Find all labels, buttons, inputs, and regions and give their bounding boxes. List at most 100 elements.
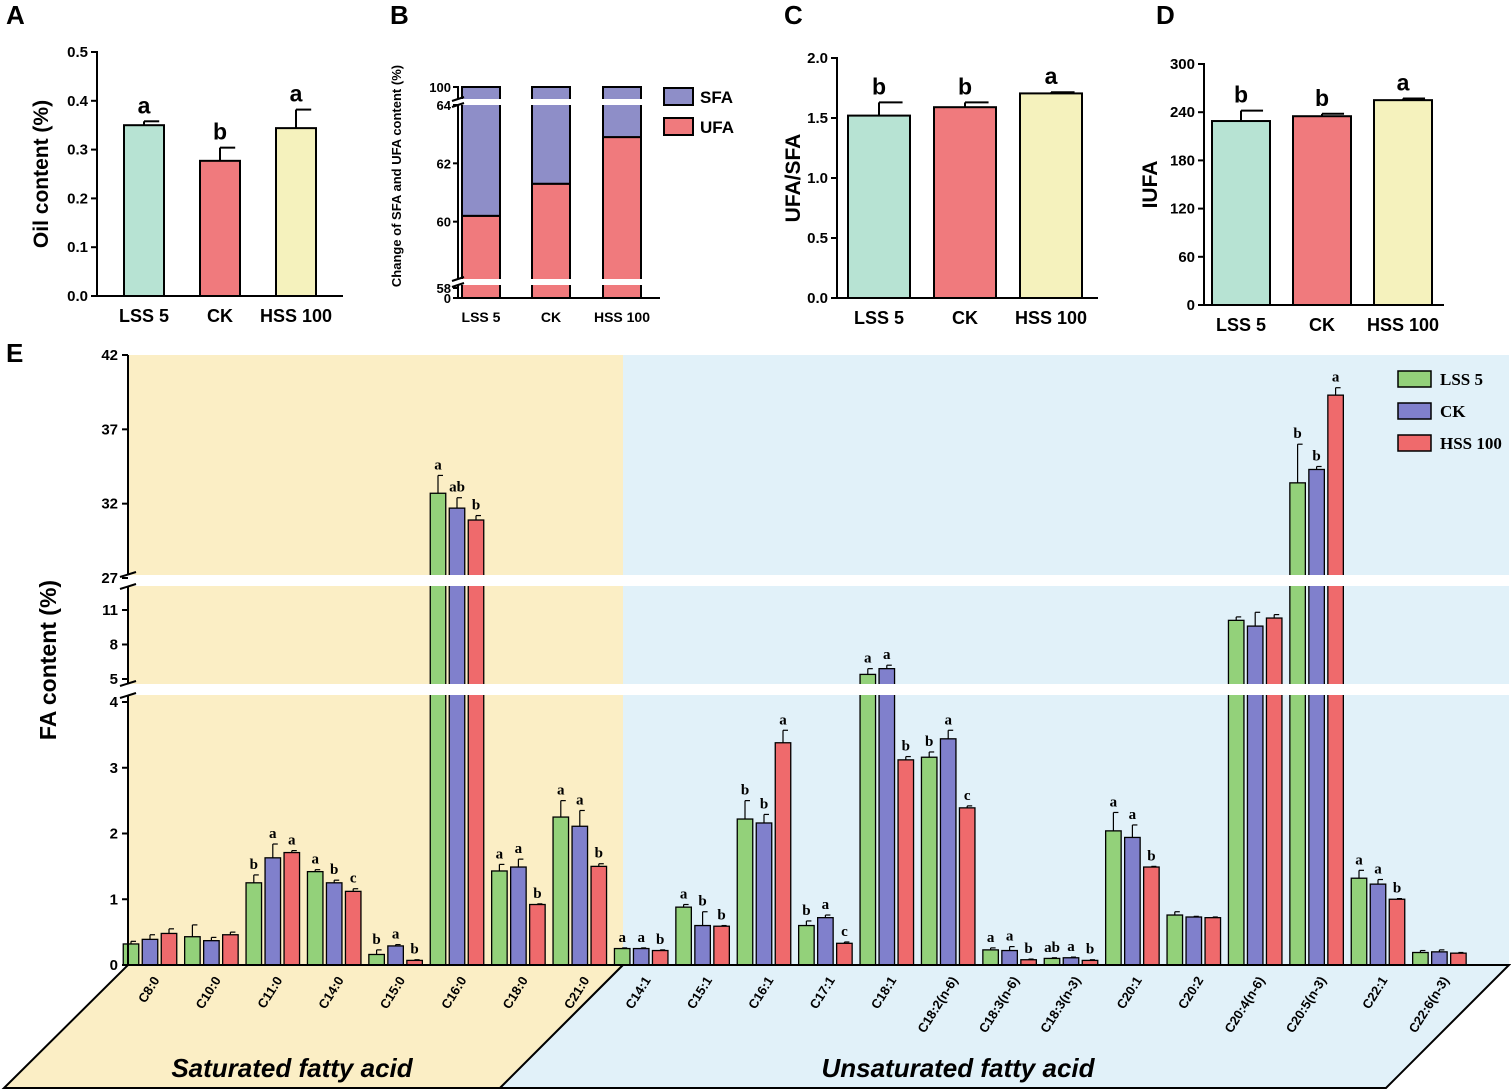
significance-letter: b [760, 796, 768, 812]
group-label-unsaturated: Unsaturated fatty acid [821, 1053, 1095, 1083]
bar-hss-100-c22-6-n-3 [1450, 952, 1467, 966]
bar-lss-5-c20-5-n-3 [1289, 482, 1306, 966]
significance-letter: b [330, 862, 338, 878]
significance-letter: a [822, 897, 830, 913]
y-tick-label: 240 [1170, 104, 1195, 121]
y-tick-label: 42 [101, 347, 118, 364]
significance-letter: a [392, 927, 400, 943]
bar-sfa-hss-100 [602, 86, 642, 139]
significance-letter: b [958, 73, 972, 99]
bar-ck-c18-3-n-6 [1001, 949, 1018, 966]
bar-lss-5-c16-1 [736, 818, 754, 966]
significance-letter: a [779, 712, 787, 728]
axis-break-band-lower [128, 684, 1509, 695]
y-tick-label: 0 [444, 291, 451, 306]
axis-break-band-upper [128, 575, 1509, 586]
significance-letter: b [372, 932, 380, 948]
bar-ck-c22-6-n-3 [1431, 951, 1448, 966]
significance-letter: b [902, 739, 910, 755]
significance-letter: a [290, 81, 303, 107]
bar-hss-100-c18-2-n-6 [958, 807, 976, 966]
bar-hss-100-c16-1 [774, 742, 792, 966]
bar-ck-c18-1 [878, 668, 896, 966]
significance-letter: b [872, 73, 886, 99]
y-tick-label: 1.5 [807, 110, 828, 127]
panel-b-sfa-ufa: LSS 5 CK HSS 100 058 60 62 64 100 Change of SFA … [389, 65, 734, 325]
significance-letter: ab [449, 480, 465, 496]
significance-letter: b [1086, 942, 1094, 958]
y-tick-label: 0.5 [807, 230, 828, 247]
significance-letter: a [434, 457, 442, 473]
significance-letter: a [1355, 852, 1363, 868]
y-tick-label: 3 [110, 760, 118, 777]
bar-hss-100-c16-0 [467, 519, 485, 966]
group-label-saturated: Saturated fatty acid [171, 1053, 413, 1083]
panel-letter-a: A [6, 0, 25, 30]
significance-letter: b [410, 942, 418, 958]
y-tick-label: 37 [101, 421, 118, 438]
bar-hss-100-c11-0 [283, 851, 301, 966]
x-tick-label: LSS 5 [1216, 315, 1266, 335]
y-tick-label: 0.0 [807, 290, 828, 307]
bar-lss-5-c21-0 [552, 816, 570, 966]
bar-lss-5-c14-1 [613, 947, 631, 966]
x-tick-label: LSS 5 [854, 308, 904, 328]
bar-ck-c21-0 [571, 825, 589, 966]
bar-ck-c14-0 [325, 882, 343, 966]
significance-letter: a [1067, 939, 1075, 955]
bar-ck-c20-1 [1124, 836, 1141, 966]
bar-ufa-hss-100 [602, 136, 642, 299]
y-tick-label: 1.0 [807, 170, 828, 187]
significance-letter: b [698, 894, 706, 910]
bar-ck-c11-0 [264, 857, 282, 966]
bar-lss-5-c20-4-n-6 [1227, 619, 1245, 966]
bar-ck-c18-3-n-3 [1062, 957, 1080, 966]
significance-letter: b [1024, 941, 1032, 957]
bar-lss-5 [847, 114, 911, 299]
y-tick-label: 120 [1170, 201, 1195, 218]
bar-lss-5-c17-1 [798, 924, 815, 966]
y-axis-label: FA content (%) [35, 580, 61, 740]
bar-lss-5-c15-0 [368, 953, 386, 966]
bar-hss-100-c18-1 [897, 759, 915, 966]
y-tick-label: 60 [437, 215, 451, 230]
significance-letter: b [802, 903, 810, 919]
axis-break-band-top [446, 99, 662, 105]
axis-break-mark [119, 680, 137, 687]
significance-letter: b [1234, 82, 1248, 108]
legend-label-ck: CK [1440, 402, 1466, 421]
significance-letter: b [1315, 85, 1329, 111]
bar-hss-100-c20-2 [1204, 917, 1222, 966]
panel-a-oil-content: 0.0 0.1 0.2 0.3 0.4 0.5 a LSS 5 b CK a HSS 100 Oil c… [30, 44, 343, 326]
axis-break-band-bottom [446, 279, 662, 285]
bar-lss-5 [1211, 120, 1271, 306]
bar-lss-5-c14-0 [306, 870, 324, 966]
axis-break-mark [451, 276, 465, 282]
y-tick-label: 58 [437, 281, 451, 296]
y-tick-label: 100 [429, 80, 451, 95]
significance-letter: b [533, 886, 541, 902]
significance-letter: a [1332, 370, 1340, 386]
bar-ck-c15-1 [694, 924, 711, 966]
bar-hss-100-c8-0 [160, 932, 178, 966]
bar-ck-c17-1 [817, 917, 834, 966]
bar-lss-5-c10-0 [183, 936, 201, 966]
axis-break-mark [451, 282, 465, 288]
y-tick-label: 0.4 [67, 93, 89, 110]
significance-letter: a [883, 647, 891, 663]
x-tick-label: CK [952, 308, 978, 328]
y-axis-label: Change of SFA and UFA content (%) [389, 65, 404, 287]
y-tick-label: 0.2 [67, 190, 88, 207]
significance-letter: a [680, 887, 688, 903]
bar-ck-c16-1 [755, 822, 773, 966]
legend-swatch-sfa [663, 87, 694, 106]
bar-ck [933, 106, 997, 299]
bar-hss-100-c14-0 [344, 890, 362, 966]
significance-letter: ab [1044, 940, 1060, 956]
y-tick-label: 2.0 [807, 50, 828, 67]
bar-lss-5-c18-1 [859, 673, 877, 966]
saturated-background [128, 355, 623, 965]
significance-letter: a [557, 783, 565, 799]
bar-ufa-lss-5 [461, 214, 501, 299]
x-tick-label: HSS 100 [594, 309, 650, 325]
